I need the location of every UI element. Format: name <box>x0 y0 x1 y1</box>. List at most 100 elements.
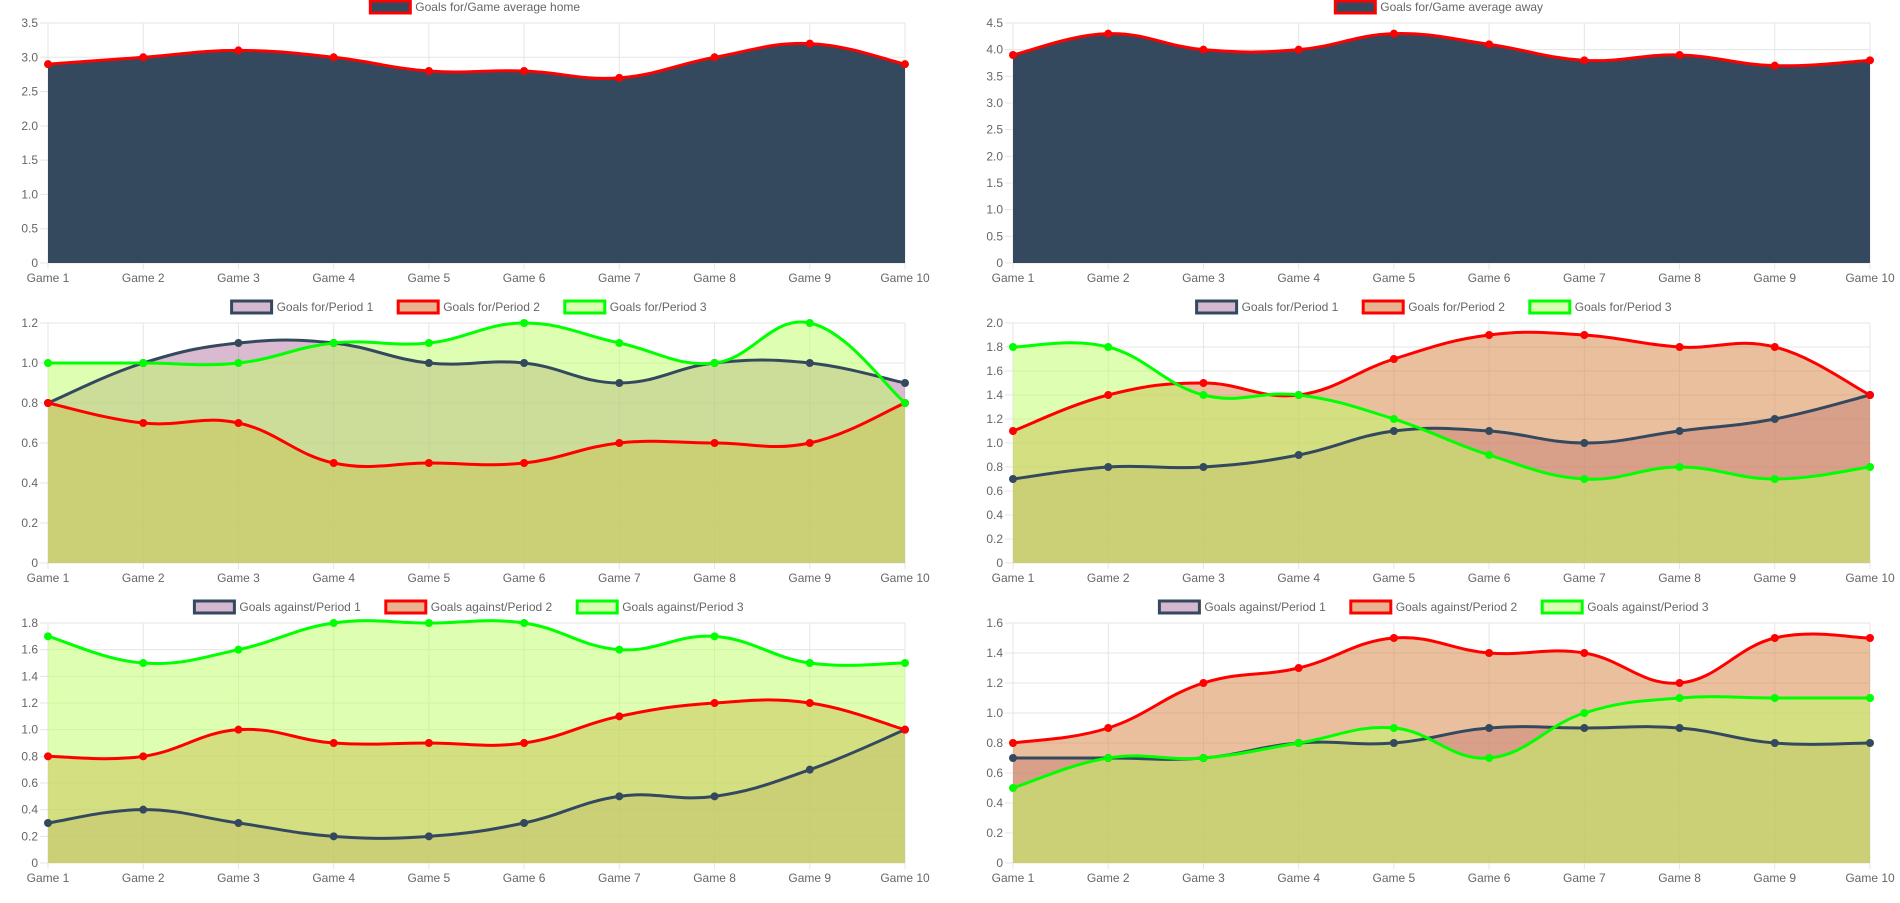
data-point[interactable] <box>520 739 529 747</box>
data-point[interactable] <box>1104 724 1113 732</box>
data-point[interactable] <box>1294 739 1303 747</box>
legend-item[interactable]: Goals against/Period 2 <box>384 599 553 615</box>
data-point[interactable] <box>329 459 338 467</box>
data-point[interactable] <box>1389 427 1398 435</box>
data-point[interactable] <box>1580 724 1589 732</box>
data-point[interactable] <box>1294 451 1303 459</box>
data-point[interactable] <box>805 39 814 48</box>
data-point[interactable] <box>329 339 338 347</box>
data-point[interactable] <box>1389 634 1398 642</box>
data-point[interactable] <box>1675 463 1684 471</box>
data-point[interactable] <box>1389 739 1398 747</box>
legend-item[interactable]: Goals against/Period 3 <box>575 599 744 615</box>
data-point[interactable] <box>424 832 433 841</box>
data-point[interactable] <box>424 339 433 347</box>
legend-item[interactable]: Goals for/Period 2 <box>1361 299 1505 315</box>
data-point[interactable] <box>805 659 814 667</box>
data-point[interactable] <box>1009 427 1017 435</box>
data-point[interactable] <box>805 359 814 367</box>
data-point[interactable] <box>1009 784 1017 792</box>
data-point[interactable] <box>520 619 529 627</box>
data-point[interactable] <box>234 419 243 427</box>
data-point[interactable] <box>1675 51 1684 59</box>
data-point[interactable] <box>615 645 624 654</box>
legend-item[interactable]: Goals for/Period 3 <box>1528 299 1672 315</box>
data-point[interactable] <box>424 359 433 367</box>
data-point[interactable] <box>615 379 624 387</box>
data-point[interactable] <box>1485 427 1494 435</box>
data-point[interactable] <box>329 832 338 841</box>
data-point[interactable] <box>1485 724 1494 732</box>
data-point[interactable] <box>1199 754 1208 762</box>
data-point[interactable] <box>710 53 719 62</box>
data-point[interactable] <box>44 819 52 827</box>
data-point[interactable] <box>1104 391 1113 399</box>
data-point[interactable] <box>615 712 624 721</box>
data-point[interactable] <box>1009 51 1017 59</box>
data-point[interactable] <box>44 752 52 761</box>
data-point[interactable] <box>1294 664 1303 672</box>
data-point[interactable] <box>901 399 909 407</box>
data-point[interactable] <box>710 699 719 707</box>
data-point[interactable] <box>1009 754 1017 762</box>
data-point[interactable] <box>1294 391 1303 399</box>
data-point[interactable] <box>901 379 909 387</box>
data-point[interactable] <box>1199 379 1208 387</box>
data-point[interactable] <box>1389 29 1398 38</box>
data-point[interactable] <box>710 792 719 801</box>
data-point[interactable] <box>520 67 529 75</box>
data-point[interactable] <box>1866 463 1874 471</box>
data-point[interactable] <box>1199 463 1208 471</box>
data-point[interactable] <box>424 67 433 75</box>
data-point[interactable] <box>1580 475 1589 483</box>
data-point[interactable] <box>710 632 719 641</box>
data-point[interactable] <box>520 359 529 367</box>
data-point[interactable] <box>329 53 338 62</box>
data-point[interactable] <box>805 699 814 707</box>
data-point[interactable] <box>234 725 243 734</box>
data-point[interactable] <box>1580 331 1589 339</box>
data-point[interactable] <box>901 659 909 667</box>
data-point[interactable] <box>1675 679 1684 687</box>
data-point[interactable] <box>1770 739 1779 747</box>
data-point[interactable] <box>1770 415 1779 423</box>
data-point[interactable] <box>1294 45 1303 54</box>
legend-item[interactable]: Goals against/Period 3 <box>1540 599 1709 615</box>
data-point[interactable] <box>520 819 529 827</box>
data-point[interactable] <box>234 339 243 347</box>
data-point[interactable] <box>1770 634 1779 642</box>
legend-item[interactable]: Goals for/Period 1 <box>1195 299 1339 315</box>
data-point[interactable] <box>1009 475 1017 483</box>
data-point[interactable] <box>901 60 909 69</box>
data-point[interactable] <box>805 765 814 774</box>
data-point[interactable] <box>44 359 52 367</box>
data-point[interactable] <box>1580 439 1589 447</box>
data-point[interactable] <box>1770 694 1779 702</box>
data-point[interactable] <box>44 399 52 407</box>
legend-item[interactable]: Goals for/Game average home <box>368 0 580 15</box>
legend-item[interactable]: Goals against/Period 1 <box>1157 599 1326 615</box>
data-point[interactable] <box>329 619 338 627</box>
data-point[interactable] <box>520 319 529 327</box>
data-point[interactable] <box>1009 343 1017 351</box>
data-point[interactable] <box>710 359 719 367</box>
data-point[interactable] <box>1866 391 1874 399</box>
data-point[interactable] <box>1580 56 1589 65</box>
data-point[interactable] <box>1485 754 1494 762</box>
data-point[interactable] <box>615 439 624 447</box>
data-point[interactable] <box>1104 29 1113 38</box>
data-point[interactable] <box>329 739 338 747</box>
data-point[interactable] <box>1199 391 1208 399</box>
data-point[interactable] <box>1104 754 1113 762</box>
data-point[interactable] <box>1485 40 1494 49</box>
data-point[interactable] <box>901 725 909 734</box>
data-point[interactable] <box>615 792 624 801</box>
data-point[interactable] <box>139 419 148 427</box>
data-point[interactable] <box>1866 694 1874 702</box>
data-point[interactable] <box>615 73 624 82</box>
data-point[interactable] <box>1104 463 1113 471</box>
data-point[interactable] <box>1104 343 1113 351</box>
data-point[interactable] <box>1199 679 1208 687</box>
data-point[interactable] <box>1675 343 1684 351</box>
data-point[interactable] <box>1770 475 1779 483</box>
